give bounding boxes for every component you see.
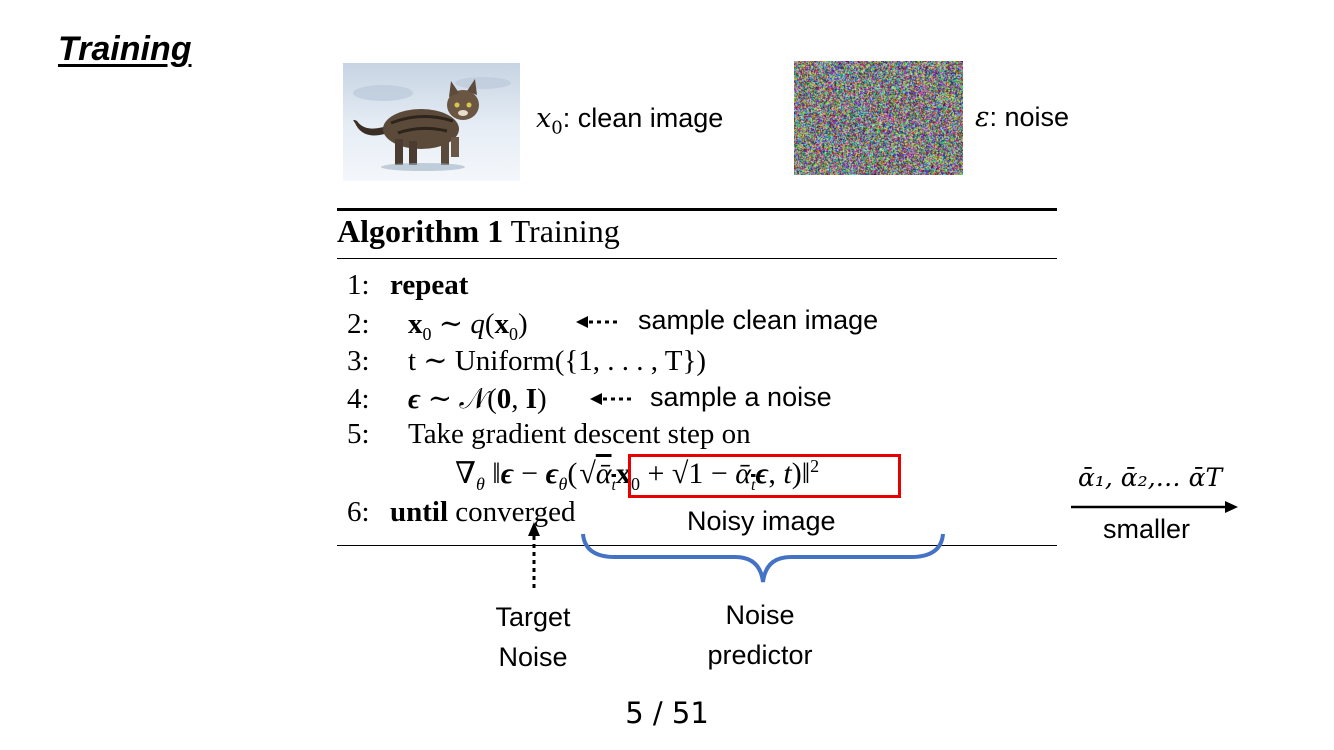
line-number: 6:	[347, 496, 370, 528]
noise-predictor-line1: Noise	[725, 600, 795, 630]
converged-text: converged	[455, 496, 576, 528]
noisy-image-highlight-box	[628, 454, 901, 498]
noise-caption: ε: noise	[975, 102, 1069, 133]
target-noise-line2: Noise	[498, 642, 568, 672]
algo-line-1: 1: repeat	[347, 269, 468, 302]
algorithm-number: Algorithm 1	[337, 213, 504, 249]
target-noise-line1: Target	[495, 602, 571, 632]
target-noise-label: Target Noise	[473, 597, 593, 677]
x0-subscript: 0	[551, 117, 563, 139]
sample-x0-formula: x0 ∼ q(x0)	[408, 308, 528, 344]
noise-image	[794, 61, 963, 175]
loss-formula: ∇θ ‖ϵ − ϵθ(√ᾱtx0 + √1 − ᾱtϵ, t)‖2	[455, 456, 820, 494]
epsilon-symbol: ε	[975, 102, 990, 133]
keyword-until: until	[390, 496, 449, 528]
sample-eps-formula: ϵ ∼ 𝒩(0, I)	[408, 383, 547, 415]
noise-predictor-brace	[581, 533, 945, 583]
line-number: 5:	[347, 418, 370, 450]
noise-predictor-label: Noise predictor	[690, 595, 830, 675]
clean-image-caption: x0: clean image	[536, 103, 723, 138]
clean-cat-image	[343, 63, 520, 181]
sample-clean-annotation: sample clean image	[638, 305, 879, 335]
noise-predictor-line2: predictor	[707, 640, 813, 670]
algo-line-2: 2: x0 ∼ q(x0)	[347, 306, 528, 345]
line-number: 2:	[347, 308, 370, 340]
smaller-label: smaller	[1103, 514, 1191, 544]
alpha-sequence-label: ᾱ₁, ᾱ₂,… ᾱT	[1078, 463, 1223, 492]
algorithm-header-rule	[337, 258, 1057, 260]
algorithm-header: Algorithm 1 Training	[337, 213, 620, 250]
sample-t-formula: t ∼ Uniform({1, . . . , T})	[408, 345, 707, 377]
clean-image-label: : clean image	[562, 103, 724, 133]
alpha-smaller-arrow	[1071, 501, 1238, 513]
algorithm-bottom-rule	[337, 545, 1057, 547]
line-number: 3:	[347, 345, 370, 377]
algo-line-6: 6: until converged	[347, 496, 576, 529]
slide-title: Training	[58, 30, 192, 68]
algorithm-name: Training	[510, 213, 620, 249]
algo-line-5: 5: Take gradient descent step on	[347, 418, 751, 451]
sample-noise-arrow	[590, 393, 631, 405]
line-number: 4:	[347, 383, 370, 415]
x0-symbol: x	[536, 103, 552, 134]
sample-noise-annotation: sample a noise	[650, 382, 832, 412]
algorithm-top-rule	[337, 208, 1057, 211]
sample-clean-arrow	[576, 316, 617, 328]
algo-line-4: 4: ϵ ∼ 𝒩(0, I)	[347, 381, 547, 416]
gradient-step-text: Take gradient descent step on	[408, 418, 751, 450]
noisy-image-label: Noisy image	[687, 506, 836, 536]
target-noise-arrow	[528, 522, 540, 588]
keyword-repeat: repeat	[390, 269, 469, 301]
page-indicator: 5 / 51	[625, 696, 709, 730]
algo-line-3: 3: t ∼ Uniform({1, . . . , T})	[347, 343, 706, 378]
line-number: 1:	[347, 269, 370, 301]
noise-label: : noise	[989, 102, 1070, 132]
